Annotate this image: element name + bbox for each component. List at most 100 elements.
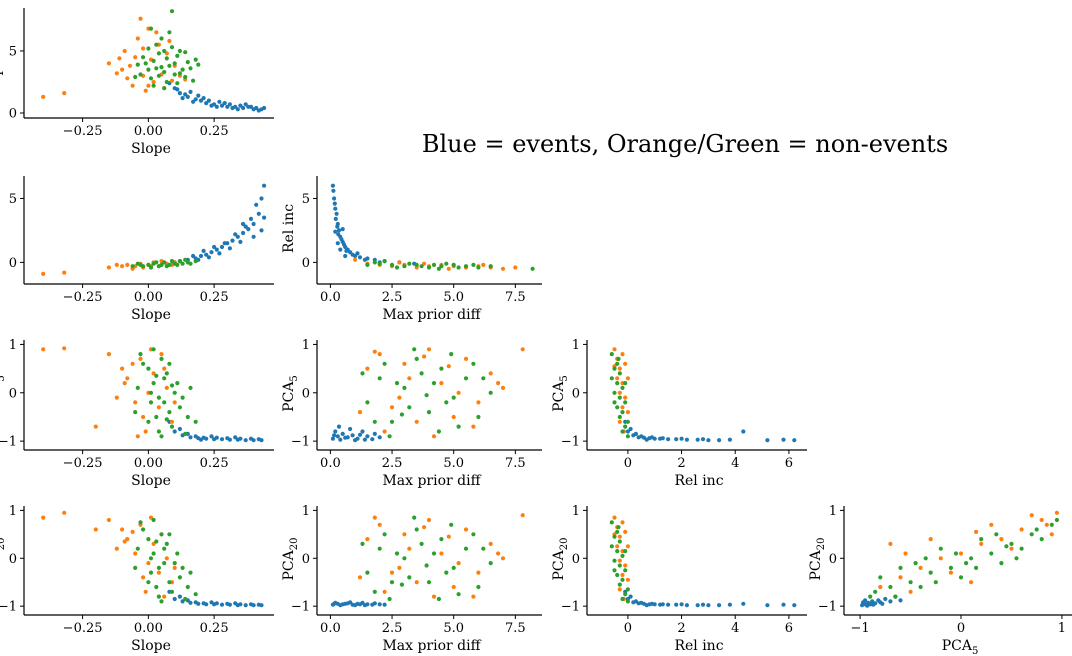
data-point: [204, 252, 209, 257]
data-point: [172, 72, 177, 77]
data-point: [180, 395, 185, 400]
data-point: [407, 261, 412, 266]
data-point: [918, 584, 923, 590]
data-point: [159, 36, 164, 41]
data-point: [431, 594, 437, 599]
data-point: [792, 438, 797, 443]
y-tick-label: −1: [291, 600, 310, 615]
data-point: [765, 438, 770, 443]
data-point: [888, 584, 893, 590]
data-point: [238, 103, 243, 108]
data-point: [114, 71, 119, 76]
data-point: [463, 376, 469, 381]
data-point: [500, 385, 506, 390]
data-point: [185, 60, 190, 65]
data-point: [135, 546, 140, 551]
x-tick-label: 0.00: [134, 290, 163, 305]
data-point: [471, 532, 476, 537]
data-point: [198, 253, 204, 259]
data-point: [172, 400, 177, 405]
data-point: [362, 437, 367, 442]
series-non-events-green-: [868, 517, 1059, 599]
data-point: [422, 525, 427, 530]
series-non-events-green-: [365, 259, 535, 271]
series-non-events-orange-: [357, 513, 525, 599]
data-point: [948, 565, 954, 571]
data-point: [969, 580, 974, 585]
x-axis-label: Slope: [131, 473, 171, 489]
data-point: [1029, 532, 1034, 537]
data-point: [146, 561, 151, 566]
series-events: [172, 183, 267, 265]
data-point: [159, 599, 164, 604]
data-point: [191, 99, 196, 104]
data-point: [923, 556, 928, 561]
data-point: [617, 419, 622, 424]
data-point: [151, 58, 156, 64]
data-point: [114, 262, 119, 267]
data-point: [151, 79, 156, 85]
data-point: [414, 580, 419, 585]
data-point: [700, 602, 706, 607]
data-point: [201, 601, 206, 606]
data-point: [628, 426, 633, 432]
x-tick-label: −0.25: [63, 124, 103, 139]
data-point: [439, 264, 444, 269]
data-point: [623, 424, 628, 429]
data-point: [612, 347, 617, 352]
data-point: [500, 266, 506, 271]
data-point: [471, 594, 476, 599]
data-point: [741, 601, 746, 606]
data-point: [262, 183, 267, 188]
data-point: [193, 600, 198, 605]
data-point: [456, 390, 461, 395]
data-point: [125, 262, 130, 267]
data-point: [209, 103, 214, 108]
data-point: [156, 395, 161, 400]
data-point: [387, 434, 392, 439]
data-point: [188, 89, 193, 94]
data-point: [233, 601, 238, 606]
data-point: [204, 101, 209, 106]
panel-pca20-vs-relinc: 0 2 4 6 −1 0 1 Rel inc PCA20: [551, 504, 807, 654]
data-point: [463, 356, 469, 361]
data-point: [1049, 532, 1054, 537]
data-point: [135, 62, 140, 67]
data-point: [196, 93, 201, 98]
data-point: [888, 541, 893, 547]
data-point: [444, 400, 449, 405]
data-point: [151, 371, 156, 376]
data-point: [620, 385, 625, 390]
x-tick-label: 2.5: [382, 290, 403, 305]
data-point: [913, 561, 918, 566]
data-point: [612, 515, 617, 520]
series-non-events-green-: [130, 257, 198, 270]
data-point: [397, 565, 402, 571]
data-point: [989, 551, 994, 556]
x-tick-label: 1: [1058, 621, 1066, 636]
data-point: [617, 414, 622, 420]
data-point: [623, 529, 628, 535]
data-point: [243, 438, 248, 443]
y-axis-label: Rel inc: [0, 204, 4, 253]
data-point: [106, 352, 111, 357]
data-point: [727, 437, 733, 442]
x-tick-label: 0.00: [134, 124, 163, 139]
data-point: [488, 371, 493, 376]
data-point: [133, 74, 138, 80]
data-point: [530, 266, 535, 271]
data-point: [633, 431, 639, 436]
data-point: [623, 395, 628, 400]
data-point: [254, 105, 259, 111]
data-point: [191, 253, 196, 259]
data-point: [407, 405, 412, 410]
data-point: [333, 429, 338, 434]
data-point: [164, 556, 169, 561]
y-axis-label: PCA5: [551, 375, 570, 412]
data-point: [706, 438, 711, 443]
data-point: [446, 534, 451, 539]
data-point: [463, 527, 469, 532]
data-point: [620, 429, 625, 434]
data-point: [399, 412, 404, 417]
data-point: [172, 596, 177, 602]
